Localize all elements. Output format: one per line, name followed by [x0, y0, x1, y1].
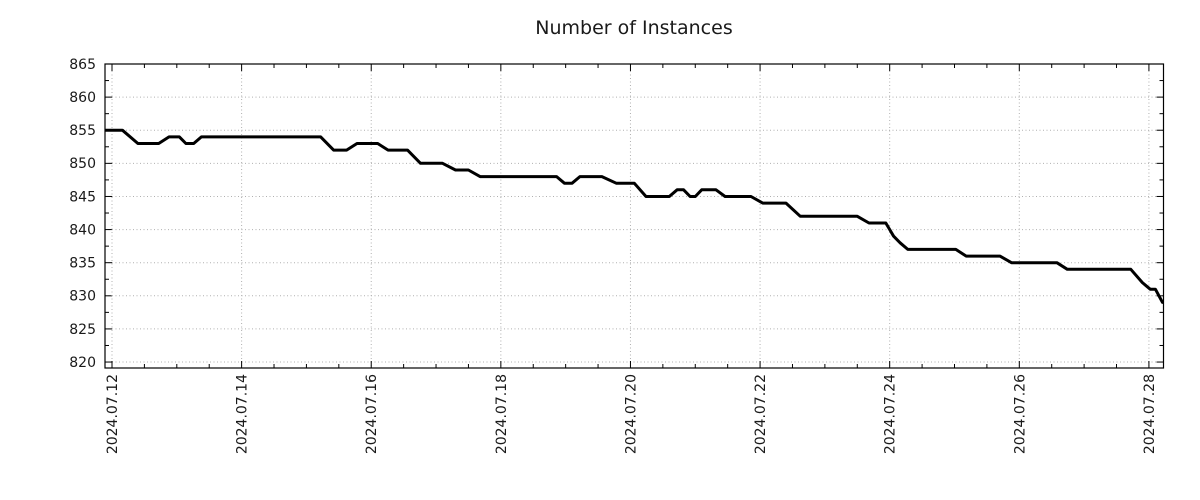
x-tick-label: 2024.07.20 — [623, 374, 639, 454]
y-tick-label: 825 — [69, 322, 96, 338]
y-tick-label: 860 — [69, 90, 96, 106]
y-tick-label: 855 — [69, 123, 96, 139]
data-line-instances — [105, 128, 1164, 304]
x-tick-label: 2024.07.14 — [235, 374, 251, 454]
x-tick-label: 2024.07.26 — [1012, 374, 1028, 454]
chart-title: Number of Instances — [535, 17, 733, 39]
y-tick-label: 835 — [69, 256, 96, 272]
y-tick-label: 830 — [69, 289, 96, 305]
y-tick-label: 850 — [69, 156, 96, 172]
y-tick-label: 865 — [69, 57, 96, 73]
x-tick-label: 2024.07.16 — [364, 374, 380, 454]
x-tick-label: 2024.07.18 — [494, 374, 510, 454]
x-tick-label: 2024.07.24 — [883, 374, 899, 454]
x-tick-label: 2024.07.28 — [1142, 374, 1158, 454]
x-tick-label: 2024.07.22 — [753, 374, 769, 454]
y-tick-label: 845 — [69, 189, 96, 205]
y-tick-label: 840 — [69, 222, 96, 238]
x-tick-label: 2024.07.12 — [105, 374, 121, 454]
plot-border — [104, 63, 1165, 369]
y-tick-label: 820 — [69, 355, 96, 371]
